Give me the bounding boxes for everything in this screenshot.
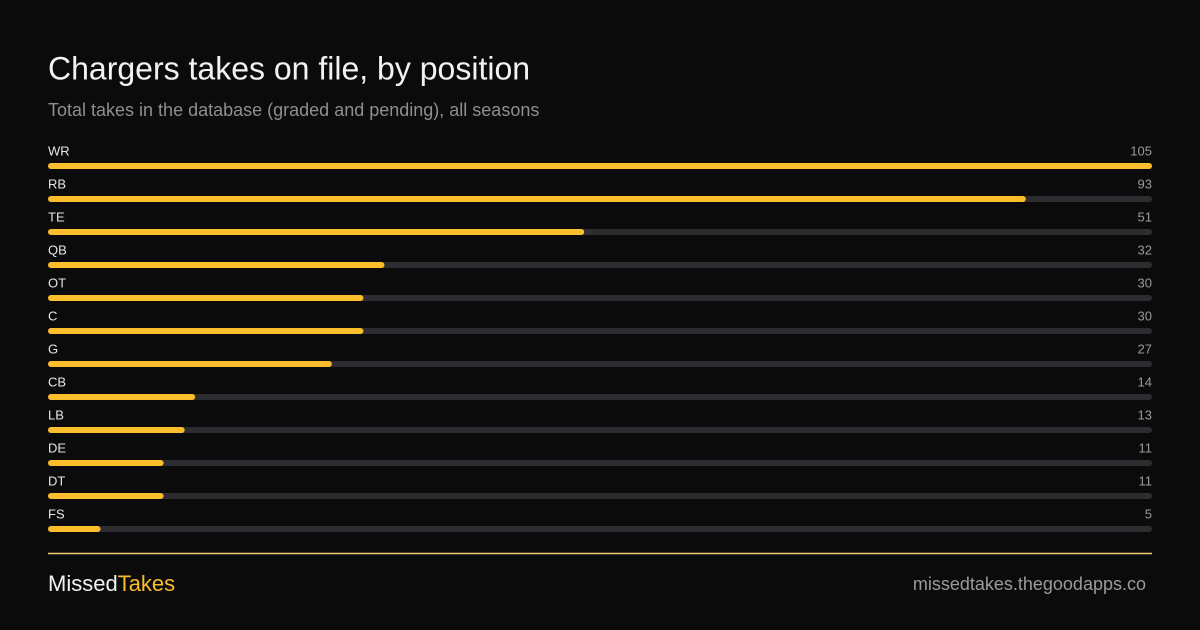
value-label: 105 — [1130, 143, 1152, 158]
bar — [48, 229, 585, 235]
category-label: DT — [48, 473, 65, 488]
value-label: 14 — [1138, 374, 1152, 389]
chart-subtitle: Total takes in the database (graded and … — [48, 100, 539, 120]
bar — [48, 163, 1152, 169]
bar — [48, 460, 164, 466]
brand-first: Missed — [48, 571, 118, 596]
bar — [48, 427, 185, 433]
category-label: CB — [48, 374, 66, 389]
value-label: 11 — [1139, 473, 1153, 488]
bar — [48, 295, 364, 301]
bar — [48, 394, 196, 400]
bar — [48, 196, 1026, 202]
bar-track — [48, 427, 1152, 433]
brand-second: Takes — [118, 571, 175, 596]
category-label: LB — [48, 407, 64, 422]
value-label: 51 — [1138, 209, 1152, 224]
bar-track — [48, 493, 1152, 499]
bar-track — [48, 460, 1152, 466]
bar-track — [48, 394, 1152, 400]
value-label: 13 — [1138, 407, 1152, 422]
category-label: C — [48, 308, 57, 323]
bar — [48, 328, 364, 334]
category-label: FS — [48, 506, 65, 521]
value-label: 93 — [1138, 176, 1152, 191]
value-label: 27 — [1138, 341, 1152, 356]
value-label: 32 — [1138, 242, 1152, 257]
value-label: 11 — [1139, 440, 1153, 455]
category-label: OT — [48, 275, 66, 290]
bar — [48, 262, 385, 268]
bar — [48, 493, 164, 499]
brand: MissedTakes — [48, 571, 175, 596]
value-label: 5 — [1145, 506, 1152, 521]
chart-title: Chargers takes on file, by position — [48, 50, 530, 86]
url: missedtakes.thegoodapps.co — [913, 574, 1146, 594]
category-label: WR — [48, 143, 70, 158]
bar-track — [48, 526, 1152, 532]
value-label: 30 — [1138, 308, 1152, 323]
category-label: TE — [48, 209, 65, 224]
bar — [48, 361, 332, 367]
category-label: RB — [48, 176, 66, 191]
value-label: 30 — [1138, 275, 1152, 290]
category-label: QB — [48, 242, 67, 257]
bar — [48, 526, 101, 532]
category-label: G — [48, 341, 58, 356]
category-label: DE — [48, 440, 66, 455]
